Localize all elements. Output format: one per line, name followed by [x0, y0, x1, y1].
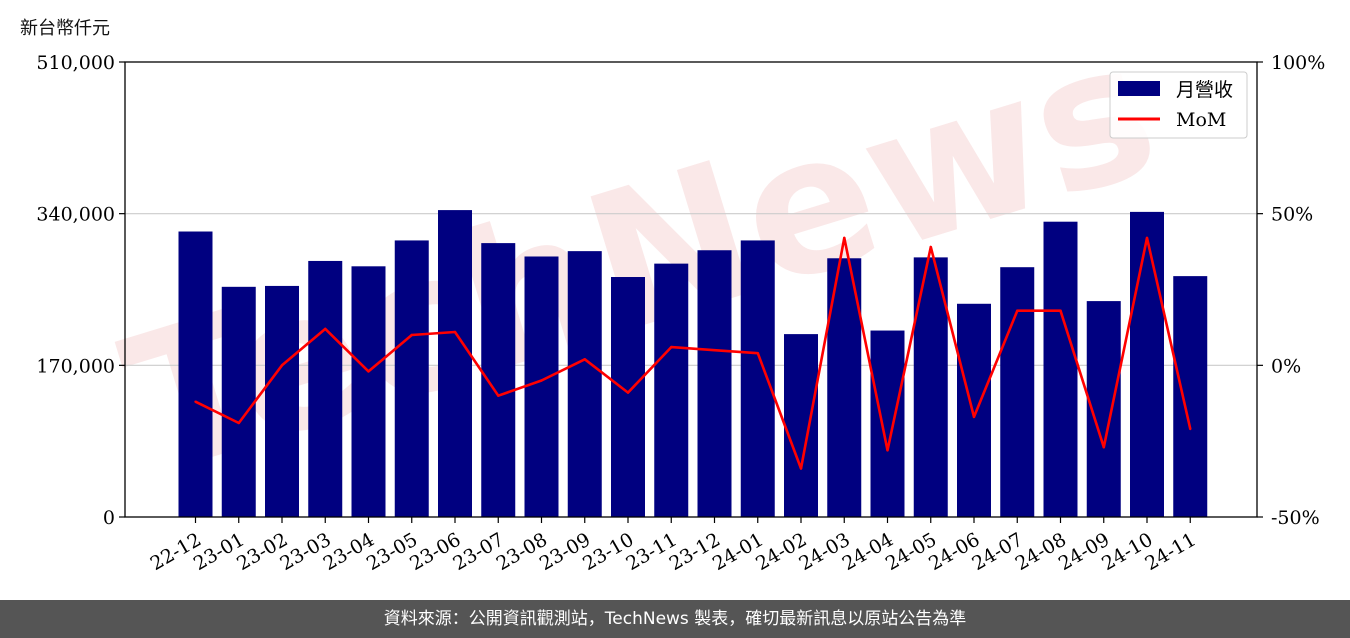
- bar-23-02: [265, 285, 299, 517]
- mom-point-23-11: [670, 345, 673, 349]
- mom-point-23-02: [280, 364, 284, 367]
- mom-point-23-10: [626, 391, 630, 394]
- right-tick-label: 50%: [1271, 204, 1313, 226]
- bar-23-10: [611, 277, 645, 517]
- mom-point-24-11: [1189, 427, 1192, 431]
- plot-border: [124, 61, 1258, 518]
- bar-24-11: [1173, 276, 1208, 517]
- bar-23-03: [308, 260, 343, 517]
- left-tick-label: 0: [103, 507, 115, 529]
- mom-point-24-02: [799, 467, 803, 470]
- mom-point-23-12: [713, 348, 716, 352]
- bar-23-08: [524, 256, 559, 517]
- left-tick-label: 170,000: [36, 355, 115, 377]
- left-axis: 0 170,000 340,000 510,000: [36, 52, 125, 529]
- legend-label-mom: MoM: [1176, 109, 1226, 131]
- mom-line: [194, 236, 1192, 470]
- bar-24-10: [1130, 211, 1164, 517]
- mom-point-24-04: [886, 449, 889, 452]
- left-tick-label: 340,000: [36, 204, 115, 226]
- bar-24-06: [957, 303, 991, 517]
- bar-24-04: [870, 330, 905, 517]
- x-axis: 22-1223-0123-0223-0323-0423-0523-0623-07…: [147, 517, 1200, 575]
- bar-23-01: [221, 286, 256, 517]
- mom-point-24-06: [972, 415, 976, 419]
- mom-point-24-03: [843, 236, 846, 240]
- bar-23-06: [438, 210, 472, 518]
- right-tick-label: 0%: [1271, 355, 1301, 377]
- revenue-bars: [178, 210, 1208, 518]
- x-tick-label: 24-11: [1141, 529, 1199, 575]
- mom-point-23-08: [540, 379, 543, 382]
- mom-point-24-01: [756, 352, 759, 355]
- bar-22-12: [178, 231, 213, 517]
- bar-23-12: [697, 250, 732, 517]
- mom-point-23-07: [497, 394, 500, 397]
- bar-24-07: [1000, 267, 1035, 517]
- y-axis-unit-label: 新台幣仟元: [20, 18, 110, 39]
- bar-23-05: [394, 240, 429, 517]
- bar-24-01: [740, 240, 775, 517]
- mom-line-group: [194, 236, 1192, 470]
- mom-point-24-05: [929, 245, 932, 249]
- right-tick-label: -50%: [1271, 507, 1320, 529]
- right-tick-label: 100%: [1271, 52, 1325, 74]
- legend-swatch-bar: [1118, 81, 1160, 96]
- mom-point-23-09: [583, 358, 586, 361]
- bar-23-09: [567, 251, 602, 517]
- mom-point-23-03: [324, 327, 327, 331]
- mom-point-24-09: [1102, 446, 1105, 449]
- bar-24-02: [784, 334, 818, 517]
- right-axis: -50% 0% 50% 100%: [1257, 52, 1325, 529]
- mom-point-24-10: [1145, 236, 1149, 240]
- legend: 月營收 MoM: [1109, 71, 1248, 139]
- mom-point-24-08: [1059, 309, 1062, 312]
- mom-point-23-05: [410, 333, 413, 337]
- bar-23-11: [654, 263, 689, 517]
- mom-point-24-07: [1016, 309, 1019, 312]
- legend-label-revenue: 月營收: [1176, 79, 1233, 101]
- mom-point-23-04: [367, 370, 370, 373]
- left-tick-label: 510,000: [36, 52, 115, 74]
- mom-point-22-12: [194, 400, 197, 403]
- bar-24-08: [1043, 221, 1078, 517]
- mom-point-23-06: [453, 330, 457, 334]
- source-footer: 資料來源：公開資訊觀測站，TechNews 製表，確切最新訊息以原站公告為準: [0, 600, 1350, 638]
- mom-point-23-01: [237, 421, 240, 425]
- plot-frame: [124, 61, 1258, 518]
- bar-23-04: [351, 266, 386, 517]
